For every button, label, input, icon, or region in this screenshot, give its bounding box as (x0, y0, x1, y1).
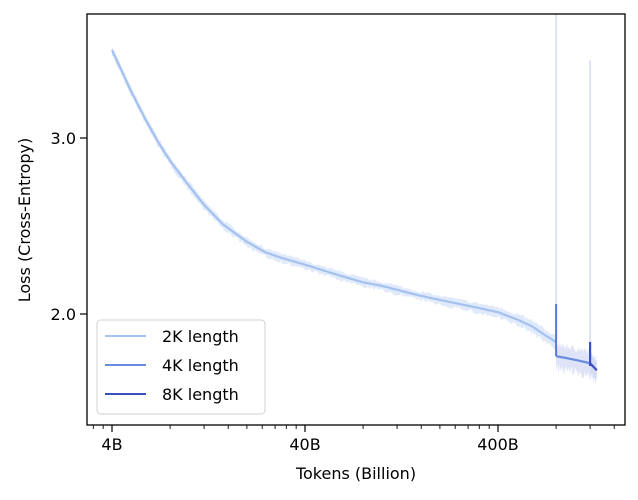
legend-label: 8K length (162, 385, 239, 404)
noise-band (556, 342, 591, 380)
x-tick-label: 4B (101, 435, 122, 454)
legend-box (96, 319, 266, 415)
legend: 2K length 4K length 8K length (96, 319, 266, 415)
y-tick-label: 3.0 (51, 129, 76, 148)
plot-area (110, 14, 598, 386)
series-line (555, 355, 591, 365)
series-line (589, 362, 598, 372)
noise-band (590, 351, 597, 386)
x-tick-label: 400B (477, 435, 519, 454)
legend-label: 2K length (162, 327, 239, 346)
y-axis-label: Loss (Cross-Entropy) (15, 138, 34, 302)
x-axis-label: Tokens (Billion) (295, 464, 416, 483)
noise-band (112, 47, 557, 350)
x-tick-label: 40B (289, 435, 320, 454)
y-tick-label: 2.0 (51, 305, 76, 324)
axes-frame (86, 13, 626, 426)
legend-label: 4K length (162, 356, 239, 375)
series-line (110, 49, 557, 344)
axis-ticks: 4B 40B 400B 3.0 2.0 (51, 129, 615, 454)
